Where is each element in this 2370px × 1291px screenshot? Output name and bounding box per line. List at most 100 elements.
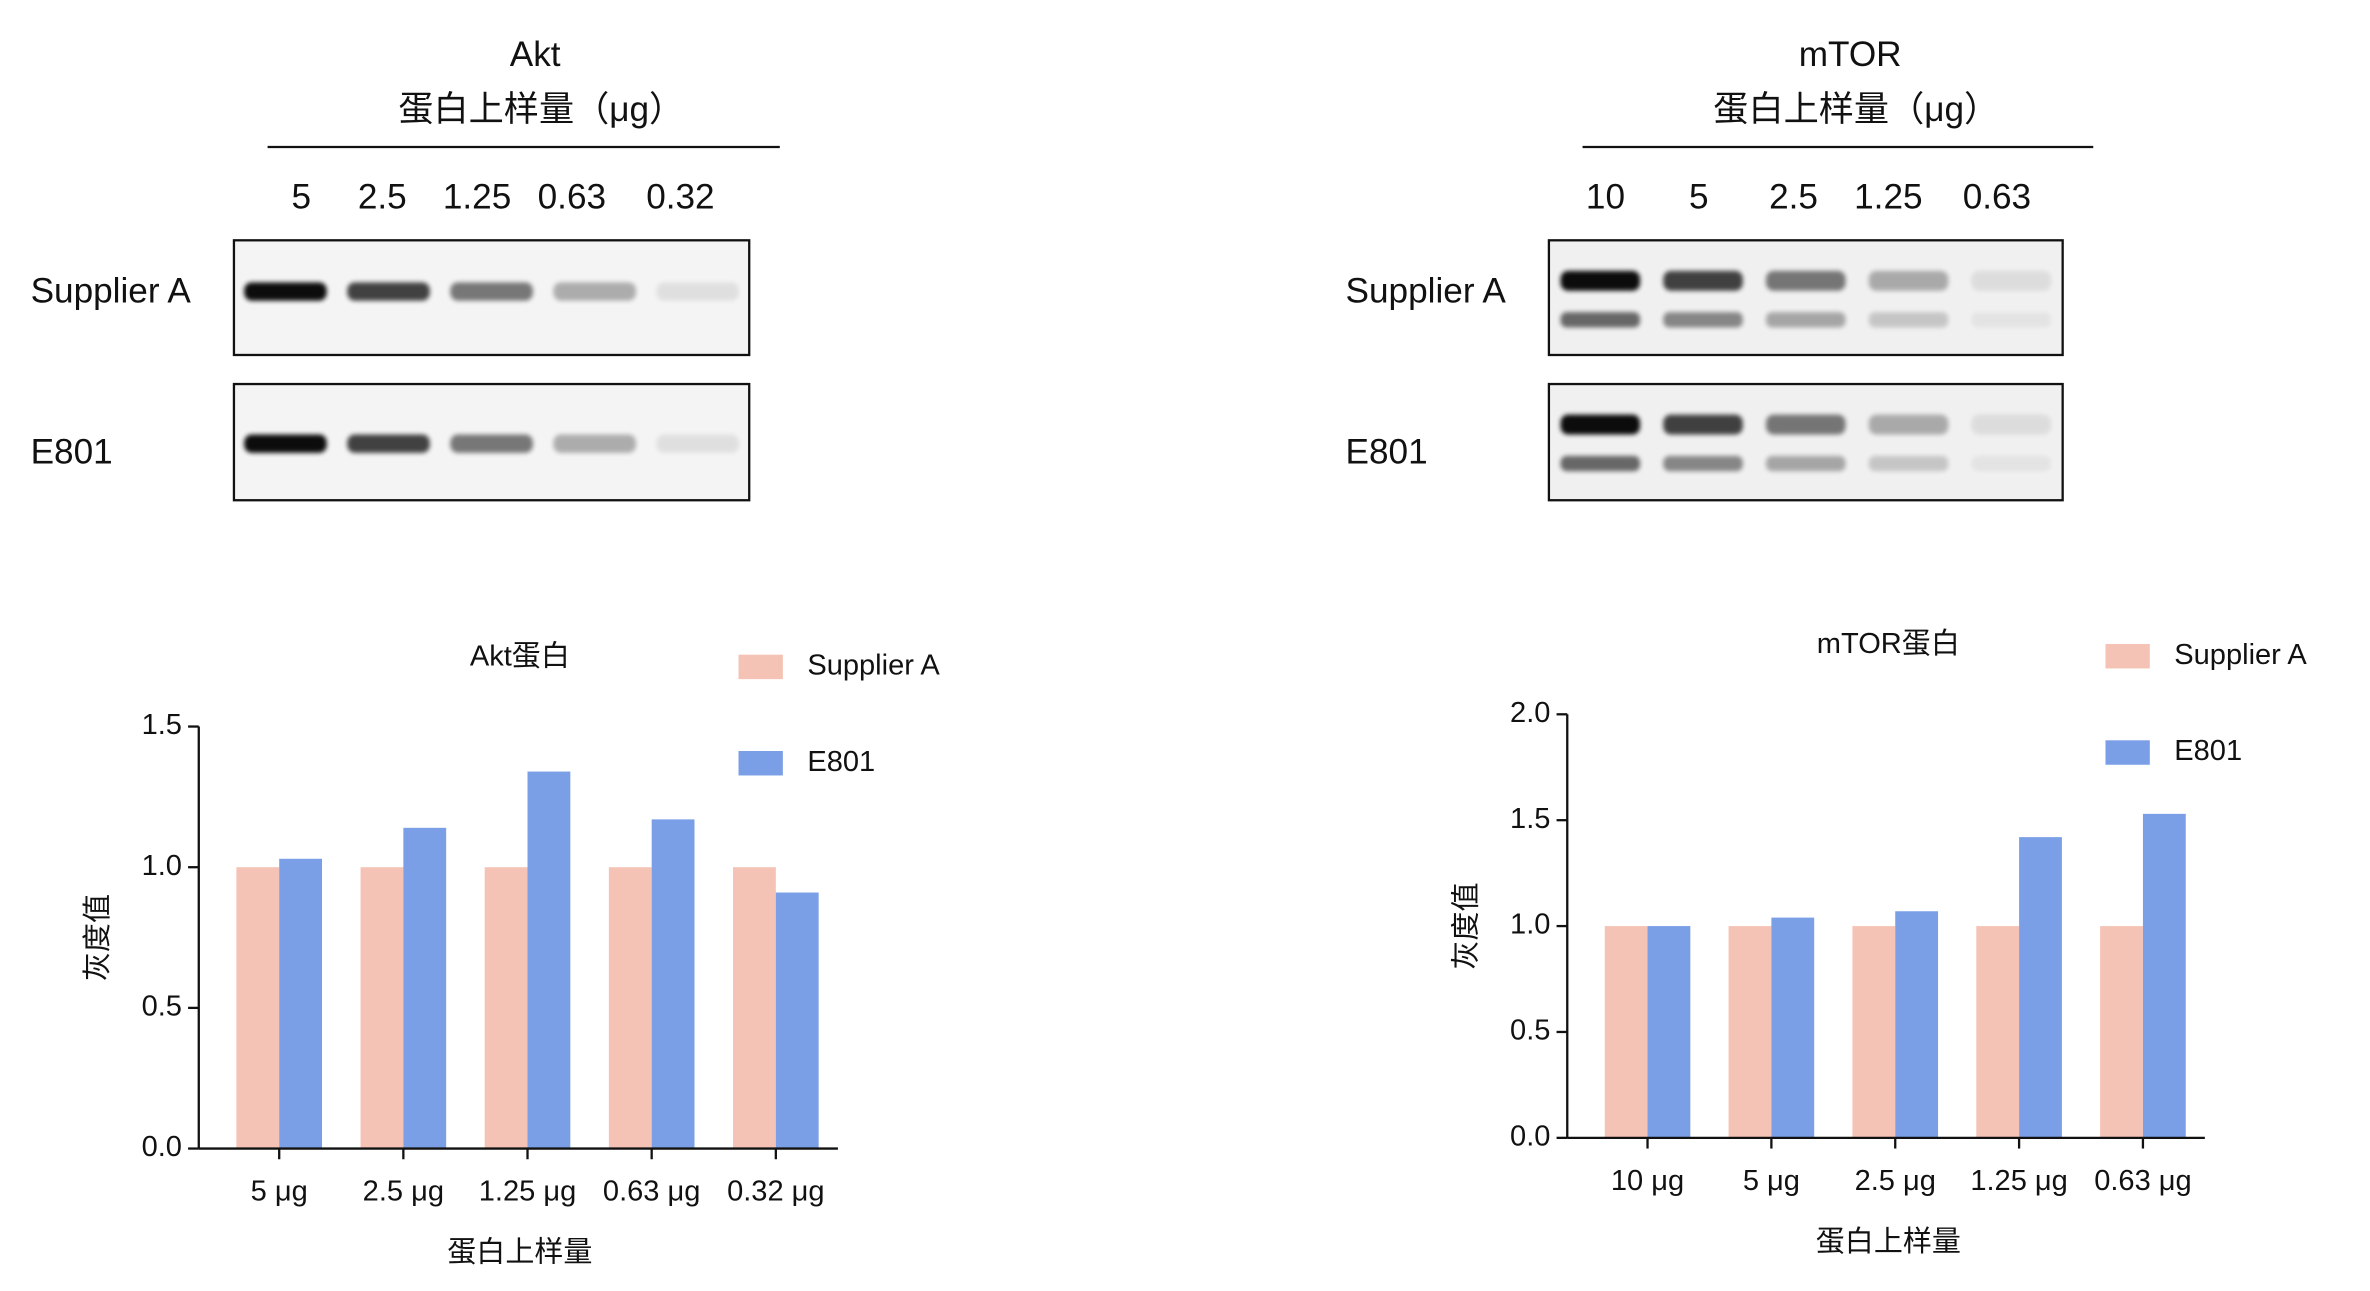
lane-label: 0.32	[646, 177, 714, 216]
legend-swatch	[2105, 643, 2150, 669]
y-tick-label: 0.0	[1510, 1121, 1550, 1153]
band	[1663, 455, 1743, 472]
band	[1766, 414, 1846, 435]
band	[450, 434, 533, 453]
band	[553, 282, 636, 301]
y-tick-label: 2.0	[1510, 697, 1550, 729]
band	[1663, 312, 1743, 328]
legend-label: E801	[2174, 735, 2242, 767]
x-axis-label: 蛋白上样量	[1816, 1225, 1961, 1258]
bar	[360, 867, 404, 1149]
band	[244, 434, 327, 453]
chart-title: mTOR蛋白	[1817, 627, 1960, 660]
bar	[1771, 917, 1815, 1138]
lane-label: 1.25	[1854, 177, 1922, 216]
band	[1560, 270, 1641, 291]
x-tick-label: 0.63 μg	[603, 1176, 701, 1208]
bar	[527, 771, 571, 1149]
lane-label: 5	[291, 177, 311, 216]
band	[1971, 312, 2052, 328]
blot-panel	[1547, 382, 2064, 502]
lane-label: 2.5	[358, 177, 407, 216]
band	[1868, 455, 1949, 472]
band	[1766, 312, 1846, 328]
y-tick-label: 0.5	[142, 991, 182, 1023]
lane-label: 1.25	[443, 177, 511, 216]
band	[553, 434, 636, 453]
lane-label: 5	[1689, 177, 1709, 216]
bar	[1895, 911, 1939, 1138]
bar	[2019, 837, 2062, 1138]
x-tick-label: 1.25 μg	[1970, 1165, 2068, 1197]
y-tick-label: 1.5	[1510, 803, 1550, 835]
x-tick-label: 0.63 μg	[2094, 1165, 2192, 1197]
bar	[608, 867, 652, 1149]
bar	[1976, 926, 2020, 1138]
band	[1868, 312, 1949, 328]
y-axis-label: 灰度值	[1450, 883, 1483, 970]
x-tick-label: 10 μg	[1611, 1165, 1684, 1197]
band	[1766, 270, 1846, 291]
bar	[1852, 926, 1896, 1138]
band	[347, 434, 430, 453]
bar	[775, 892, 819, 1149]
x-tick-label: 5 μg	[1743, 1165, 1800, 1197]
row-label: Supplier A	[1346, 271, 1507, 310]
bar	[1647, 926, 1691, 1138]
x-tick-label: 2.5 μg	[1855, 1165, 1936, 1197]
row-label: E801	[1346, 433, 1428, 472]
band	[1868, 414, 1949, 435]
band	[1971, 414, 2052, 435]
legend-label: E801	[807, 746, 875, 778]
band	[1560, 455, 1641, 472]
bar	[484, 867, 528, 1149]
legend-swatch	[2105, 740, 2150, 765]
x-tick-label: 5 μg	[251, 1176, 308, 1208]
bar	[1728, 926, 1772, 1138]
chart-title: Akt蛋白	[470, 639, 570, 672]
legend-swatch	[738, 654, 783, 680]
bar	[733, 867, 776, 1149]
blot-subtitle: 蛋白上样量（μg）	[398, 90, 684, 129]
x-axis-label: 蛋白上样量	[447, 1236, 592, 1269]
band	[1663, 414, 1743, 435]
y-tick-label: 1.5	[142, 709, 182, 741]
bar	[236, 867, 280, 1149]
x-tick-label: 2.5 μg	[363, 1176, 444, 1208]
band	[1971, 455, 2052, 472]
bar	[1604, 926, 1648, 1138]
y-axis-label: 灰度值	[81, 894, 114, 981]
x-tick-label: 0.32 μg	[727, 1176, 825, 1208]
row-label: Supplier A	[31, 271, 192, 310]
band	[450, 282, 533, 301]
bar	[651, 819, 695, 1149]
bar	[2100, 926, 2143, 1138]
blot-title: mTOR	[1799, 35, 1902, 74]
bar	[403, 827, 447, 1149]
band	[1560, 414, 1641, 435]
legend-label: Supplier A	[807, 650, 940, 682]
row-label: E801	[31, 433, 113, 472]
blot-subtitle: 蛋白上样量（μg）	[1713, 90, 1999, 129]
lane-label: 0.63	[538, 177, 606, 216]
lane-label: 2.5	[1769, 177, 1818, 216]
y-tick-label: 1.0	[142, 850, 182, 882]
band	[347, 282, 430, 301]
legend-swatch	[738, 751, 783, 776]
band	[1560, 312, 1641, 328]
bar	[279, 858, 323, 1149]
band	[1663, 270, 1743, 291]
legend-label: Supplier A	[2174, 639, 2307, 671]
band	[1971, 270, 2052, 291]
band	[656, 434, 739, 453]
lane-label: 0.63	[1963, 177, 2031, 216]
band	[1766, 455, 1846, 472]
y-tick-label: 1.0	[1510, 909, 1550, 941]
blot-title: Akt	[510, 35, 561, 74]
bar	[2142, 813, 2186, 1138]
lane-label: 10	[1586, 177, 1625, 216]
y-tick-label: 0.0	[142, 1131, 182, 1163]
band	[1868, 270, 1949, 291]
band	[244, 282, 327, 301]
blot-panel	[1547, 239, 2064, 357]
